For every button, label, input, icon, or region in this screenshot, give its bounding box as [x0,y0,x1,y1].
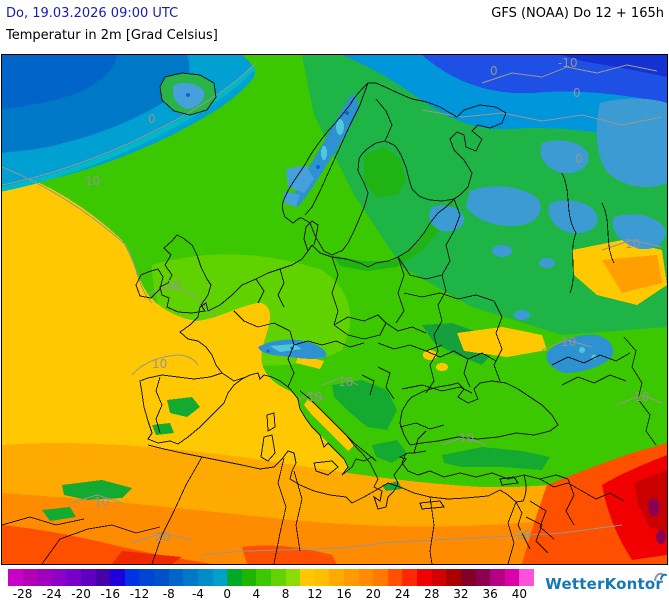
legend-color-segment [329,569,345,586]
legend-tick-label: -12 [129,587,150,601]
legend-tick-label: -8 [162,587,175,601]
legend-color-segment [446,569,461,586]
legend-tick-label: -4 [191,587,204,601]
temperature-legend-ticks: -28 -24 -20 -16 -12 -8 -4 0 4 8 12 16 20 24 28 32 36 40 [8,587,534,601]
legend-color-segment [168,569,184,586]
legend-color-segment [37,569,52,586]
country-borders [2,82,657,564]
legend-color-segment [475,569,491,586]
legend-color-segment [504,569,520,586]
legend-color-segment [300,569,315,586]
contour-value-label: 10 [85,174,100,188]
legend-color-segment [358,569,374,586]
legend-tick-label: 24 [394,587,411,601]
legend-color-segment [51,569,67,586]
legend-color-segment [241,569,257,586]
contour-labels: 0 10 -10 0 0 0 10 10 10 10 10 20 20 10 10 10 10 [85,56,649,544]
legend-tick-label: 4 [252,587,261,601]
legend-color-segment [387,569,403,586]
legend-color-segment [227,569,242,586]
legend-tick-label: 0 [223,587,231,601]
legend-color-segment [197,569,213,586]
contour-value-label: 10 [152,357,167,371]
contour-value-label: 0 [490,64,498,78]
map-datetime: Do, 19.03.2026 09:00 UTC [6,6,179,21]
legend-color-segment [417,569,432,586]
temperature-map-svg: 0 10 -10 0 0 0 10 10 10 10 10 20 20 10 10 10 10 [2,55,667,564]
temperature-map: 0 10 -10 0 0 0 10 10 10 10 10 20 20 10 10 10 10 [1,54,668,565]
contour-value-label: 20 [155,530,170,544]
legend-color-segment [212,569,228,586]
legend-color-segment [95,569,111,586]
coastlines [135,72,569,510]
contour-value-label: 10 [307,390,322,404]
model-run-info: GFS (NOAA) Do 12 + 165h [491,6,664,21]
legend-color-segment [124,569,140,586]
legend-color-segment [344,569,359,586]
legend-tick-label: -24 [42,587,62,601]
legend-color-segment [270,569,286,586]
legend-color-segment [8,569,23,586]
legend-tick-label: -20 [71,587,91,601]
brand-logo: WetterKontor [545,572,667,593]
contour-value-label: -10 [558,56,578,70]
contour-value-label: 10 [625,237,640,251]
contour-value-label: 10 [459,431,474,445]
legend-color-segment [285,569,301,586]
temperature-field [2,55,667,564]
contour-value-label: 10 [561,335,576,349]
contour-value-label: 0 [573,86,581,100]
legend-color-segment [154,569,169,586]
legend-tick-label: -28 [12,587,33,601]
legend-color-segment [314,569,330,586]
legend-color-segment [256,569,271,586]
legend-color-segment [81,569,96,586]
legend-tick-label: 40 [511,587,528,601]
legend-color-segment [110,569,125,586]
brand-swoosh-icon [653,568,667,586]
map-title: Temperatur in 2m [Grad Celsius] [6,28,218,43]
legend-color-segment [402,569,418,586]
contour-value-label: 10 [94,495,109,509]
legend-color-segment [519,569,534,586]
legend-color-segment [22,569,38,586]
contour-value-label: 10 [338,375,353,389]
legend-tick-label: 20 [365,587,381,601]
legend-color-segment [139,569,155,586]
legend-color-segment [66,569,82,586]
legend-tick-label: 36 [482,587,498,601]
legend-color-segment [373,569,388,586]
legend-tick-label: 16 [336,587,352,601]
contour-value-label: 0 [575,152,583,166]
contour-value-label: 10 [634,390,649,404]
legend-tick-label: 32 [453,587,469,601]
contour-value-label: 20 [516,528,531,542]
legend-color-segment [490,569,505,586]
legend-color-segment [460,569,476,586]
temperature-legend-bar [8,569,534,586]
legend-tick-label: 28 [424,587,440,601]
contour-value-label: 0 [148,112,156,126]
legend-tick-label: 8 [281,587,290,601]
legend-tick-label: 12 [307,587,323,601]
legend-color-segment [183,569,198,586]
contour-value-label: 10 [166,278,181,292]
legend-color-segment [431,569,447,586]
brand-name: WetterKontor [545,575,663,593]
legend-tick-label: -16 [100,587,121,601]
